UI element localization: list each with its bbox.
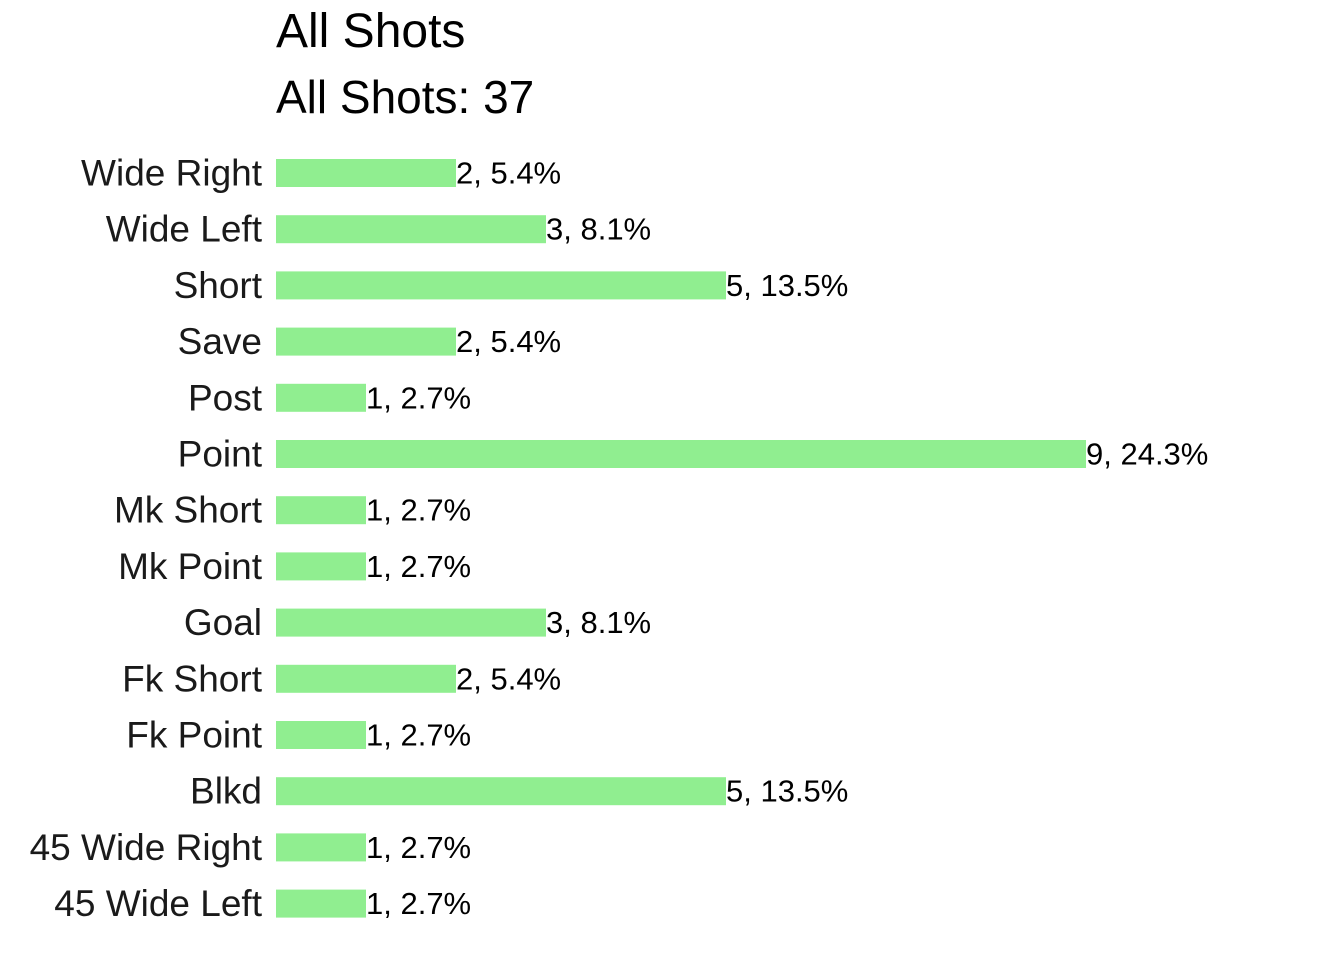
- data-label: 1, 2.7%: [366, 830, 471, 865]
- bar-row: Wide Right 2, 5.4%: [81, 153, 561, 194]
- category-label: Post: [188, 377, 263, 418]
- data-label: 3, 8.1%: [546, 605, 651, 640]
- bar-row: Mk Short 1, 2.7%: [114, 490, 471, 531]
- bar: [276, 159, 456, 187]
- bar: [276, 777, 726, 806]
- category-label: Save: [178, 321, 262, 362]
- category-label: Short: [174, 265, 263, 306]
- chart-title: All Shots: [276, 5, 466, 58]
- category-label: 45 Wide Left: [54, 883, 262, 924]
- data-label: 2, 5.4%: [456, 661, 561, 696]
- bar-row: Wide Left 3, 8.1%: [106, 209, 651, 250]
- bar-row: 45 Wide Left 1, 2.7%: [54, 883, 471, 924]
- category-label: Goal: [184, 602, 262, 643]
- category-label: Fk Point: [126, 715, 262, 756]
- data-label: 1, 2.7%: [366, 380, 471, 415]
- bar: [276, 552, 366, 581]
- category-label: Point: [178, 434, 263, 475]
- category-label: Mk Point: [118, 546, 263, 587]
- bar-row: 45 Wide Right 1, 2.7%: [30, 827, 472, 868]
- category-label: Wide Right: [81, 153, 263, 194]
- category-label: Mk Short: [114, 490, 263, 531]
- bar: [276, 440, 1086, 468]
- data-label: 1, 2.7%: [366, 549, 471, 584]
- bar-row: Fk Point 1, 2.7%: [126, 715, 471, 756]
- bar-row: Short 5, 13.5%: [174, 265, 849, 306]
- bar: [276, 721, 366, 749]
- bar-row: Save 2, 5.4%: [178, 321, 561, 362]
- category-label: 45 Wide Right: [30, 827, 263, 868]
- data-label: 2, 5.4%: [456, 324, 561, 359]
- data-label: 5, 13.5%: [726, 268, 848, 303]
- bar: [276, 833, 366, 862]
- bar-row: Post 1, 2.7%: [188, 377, 471, 418]
- bar-row: Fk Short 2, 5.4%: [122, 658, 561, 699]
- data-label: 3, 8.1%: [546, 212, 651, 247]
- bar: [276, 215, 546, 244]
- bar-row: Mk Point 1, 2.7%: [118, 546, 471, 587]
- category-label: Blkd: [190, 771, 262, 812]
- bar: [276, 608, 546, 637]
- bar: [276, 889, 366, 918]
- data-label: 1, 2.7%: [366, 493, 471, 528]
- data-label: 9, 24.3%: [1086, 437, 1208, 472]
- data-label: 1, 2.7%: [366, 718, 471, 753]
- data-label: 5, 13.5%: [726, 774, 848, 809]
- bar: [276, 664, 456, 693]
- bar: [276, 327, 456, 356]
- bar-row: Point 9, 24.3%: [178, 434, 1209, 475]
- data-label: 1, 2.7%: [366, 886, 471, 921]
- bar: [276, 383, 366, 412]
- bar: [276, 496, 366, 525]
- data-label: 2, 5.4%: [456, 156, 561, 191]
- bar-row: Goal 3, 8.1%: [184, 602, 651, 643]
- bar-row: Blkd 5, 13.5%: [190, 771, 848, 812]
- chart-subtitle: All Shots: 37: [276, 71, 535, 123]
- category-label: Wide Left: [106, 209, 263, 250]
- bar: [276, 271, 726, 300]
- category-label: Fk Short: [122, 658, 263, 699]
